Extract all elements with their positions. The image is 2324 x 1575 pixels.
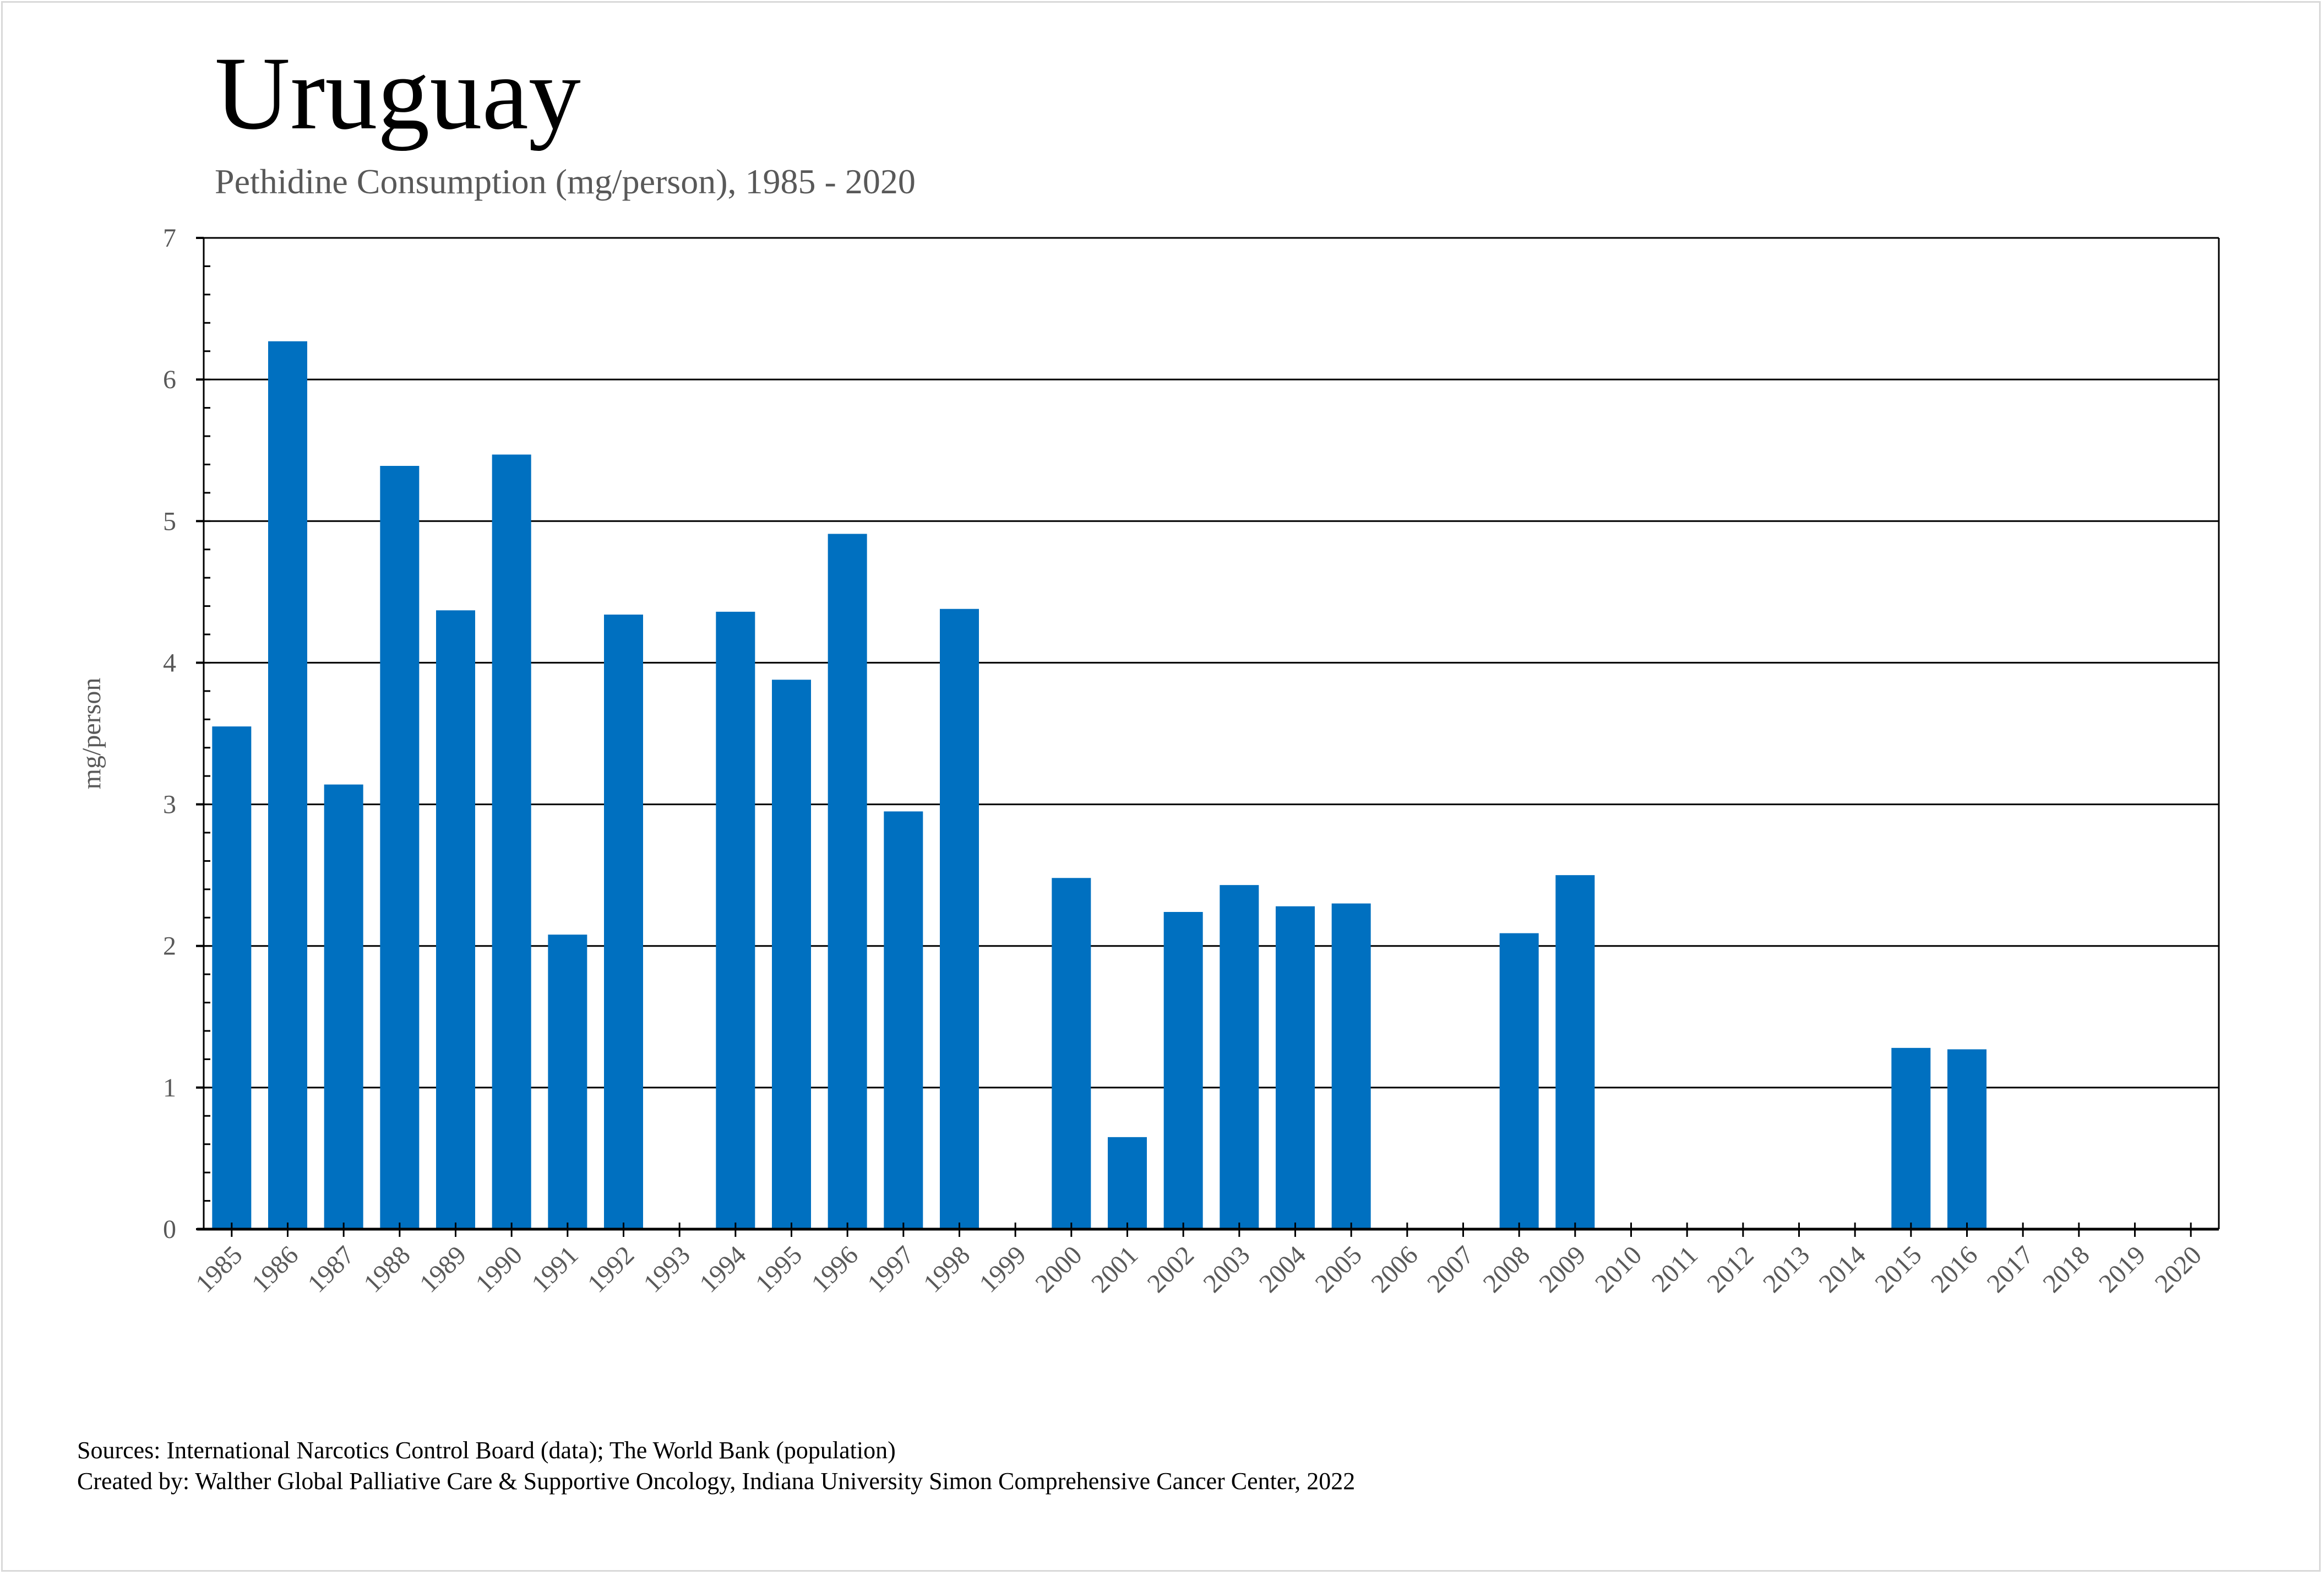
x-tick-label: 2012 <box>1701 1240 1759 1298</box>
bar-1985 <box>212 726 252 1229</box>
x-tick-label: 1990 <box>470 1240 528 1298</box>
x-tick-label: 2010 <box>1590 1240 1647 1298</box>
x-tick-label: 2008 <box>1478 1240 1536 1298</box>
created-by-note: Created by: Walther Global Palliative Ca… <box>77 1468 1356 1495</box>
x-tick-label: 1994 <box>694 1240 752 1298</box>
x-tick-label: 2000 <box>1030 1240 1087 1298</box>
axes <box>196 237 2220 1237</box>
bar-1998 <box>940 609 979 1229</box>
chart-subtitle: Pethidine Consumption (mg/person), 1985 … <box>215 162 916 201</box>
bar-2004 <box>1276 906 1315 1229</box>
bar-2005 <box>1331 903 1371 1229</box>
chart-title: Uruguay <box>215 36 581 151</box>
bar-2001 <box>1108 1137 1147 1229</box>
x-tick-label: 2016 <box>1925 1240 1983 1298</box>
x-tick-label: 1989 <box>414 1240 472 1298</box>
bar-1991 <box>548 935 587 1229</box>
bar-1997 <box>884 811 923 1229</box>
bar-2000 <box>1052 878 1091 1229</box>
bars <box>212 341 1986 1229</box>
x-tick-label: 1987 <box>302 1240 360 1298</box>
bar-2015 <box>1891 1047 1931 1229</box>
x-tick-label: 2005 <box>1310 1240 1368 1298</box>
x-tick-label: 1993 <box>638 1240 696 1298</box>
y-tick-label: 2 <box>163 932 176 961</box>
x-tick-label: 1986 <box>246 1240 304 1298</box>
bar-2009 <box>1555 875 1595 1229</box>
x-tick-label: 2001 <box>1086 1240 1144 1298</box>
bar-2008 <box>1499 933 1539 1229</box>
x-tick-label: 2003 <box>1198 1240 1255 1298</box>
x-tick-labels: 1985198619871988198919901991199219931994… <box>190 1240 2207 1298</box>
bar-1988 <box>380 466 420 1229</box>
bar-1995 <box>772 680 811 1229</box>
y-tick-label: 3 <box>163 790 176 819</box>
x-tick-label: 2013 <box>1757 1240 1815 1298</box>
y-axis-label: mg/person <box>77 678 106 790</box>
bar-1986 <box>268 341 307 1229</box>
bar-2003 <box>1220 885 1259 1229</box>
x-tick-label: 2015 <box>1869 1240 1927 1298</box>
x-tick-label: 2006 <box>1365 1240 1423 1298</box>
bar-2016 <box>1947 1049 1986 1229</box>
y-tick-label: 4 <box>163 648 176 677</box>
y-tick-label: 5 <box>163 507 176 536</box>
x-tick-label: 1999 <box>974 1240 1032 1298</box>
sources-note: Sources: International Narcotics Control… <box>77 1437 896 1464</box>
x-tick-label: 1998 <box>918 1240 976 1298</box>
x-tick-label: 2014 <box>1814 1240 1871 1298</box>
bar-1987 <box>324 784 363 1229</box>
x-tick-label: 1992 <box>582 1240 640 1298</box>
x-tick-label: 2004 <box>1254 1240 1311 1298</box>
x-tick-label: 1988 <box>358 1240 416 1298</box>
x-tick-label: 2002 <box>1142 1240 1200 1298</box>
x-tick-label: 1985 <box>190 1240 248 1298</box>
bar-2002 <box>1163 912 1203 1229</box>
gridlines <box>204 237 2219 1089</box>
y-tick-label: 6 <box>163 365 176 394</box>
bar-1994 <box>716 611 755 1229</box>
bar-1996 <box>828 534 867 1229</box>
x-tick-label: 1995 <box>750 1240 808 1298</box>
x-tick-label: 2009 <box>1533 1240 1591 1298</box>
y-tick-label: 0 <box>163 1215 176 1244</box>
x-tick-label: 1996 <box>806 1240 864 1298</box>
x-tick-label: 2018 <box>2037 1240 2095 1298</box>
x-tick-label: 2017 <box>1982 1240 2039 1298</box>
x-tick-label: 2007 <box>1422 1240 1479 1298</box>
y-tick-label: 7 <box>163 224 176 253</box>
x-tick-label: 2019 <box>2093 1240 2151 1298</box>
bar-1992 <box>604 615 643 1229</box>
x-tick-label: 2011 <box>1646 1240 1703 1297</box>
x-tick-label: 2020 <box>2149 1240 2207 1298</box>
bar-1989 <box>436 610 475 1229</box>
y-tick-labels: 0 1 2 3 4 5 6 7 <box>163 224 176 1244</box>
x-tick-label: 1997 <box>862 1240 919 1298</box>
bar-1990 <box>492 454 531 1229</box>
x-tick-label: 1991 <box>526 1240 584 1298</box>
y-tick-label: 1 <box>163 1073 176 1102</box>
